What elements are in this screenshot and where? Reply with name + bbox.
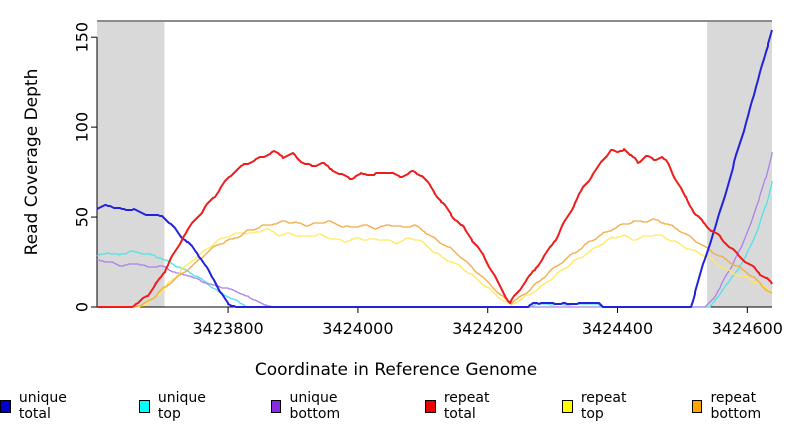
legend-label: unique bottom	[289, 390, 341, 422]
series-line-unique-top	[96, 181, 773, 308]
legend-label: repeat top	[580, 390, 627, 422]
x-tick-label: 3424400	[582, 319, 653, 338]
series-line-repeat-bottom	[97, 218, 773, 308]
repeat-total-swatch-icon	[424, 399, 436, 413]
series-line-unique-total	[96, 29, 773, 308]
legend-label: repeat bottom	[710, 390, 762, 422]
x-axis-title: Coordinate in Reference Genome	[254, 360, 538, 380]
legend-label: repeat total	[443, 390, 490, 422]
x-tick-label: 3424200	[452, 319, 523, 338]
legend-item-repeat-top: repeat top	[562, 390, 640, 422]
masked-region-0	[97, 21, 165, 307]
unique-total-swatch-icon	[0, 399, 11, 413]
legend-label: unique top	[157, 390, 206, 422]
y-tick-label: 50	[73, 207, 92, 227]
legend-item-repeat-total: repeat total	[424, 390, 510, 422]
unique-bottom-swatch-icon	[270, 399, 282, 413]
legend-item-repeat-bottom: repeat bottom	[691, 390, 792, 422]
legend-item-unique-top: unique top	[139, 390, 219, 422]
x-tick-label: 3423800	[192, 319, 263, 338]
y-tick-label: 100	[73, 112, 92, 143]
legend: unique total unique top unique bottom re…	[0, 390, 792, 422]
legend-item-unique-bottom: unique bottom	[270, 390, 373, 422]
legend-label: unique total	[18, 390, 67, 422]
repeat-top-swatch-icon	[562, 399, 573, 413]
unique-top-swatch-icon	[139, 399, 150, 413]
y-tick-label: 0	[73, 302, 92, 312]
series-line-repeat-total	[97, 148, 773, 308]
legend-item-unique-total: unique total	[0, 390, 87, 422]
x-tick-label: 3424000	[322, 319, 393, 338]
y-tick-label: 150	[73, 22, 92, 53]
series-line-repeat-top	[97, 228, 772, 308]
x-tick-label: 3424600	[712, 319, 783, 338]
y-axis-title: Read Coverage Depth	[22, 68, 42, 256]
series-line-unique-bottom	[97, 152, 773, 308]
repeat-bottom-swatch-icon	[691, 399, 703, 413]
